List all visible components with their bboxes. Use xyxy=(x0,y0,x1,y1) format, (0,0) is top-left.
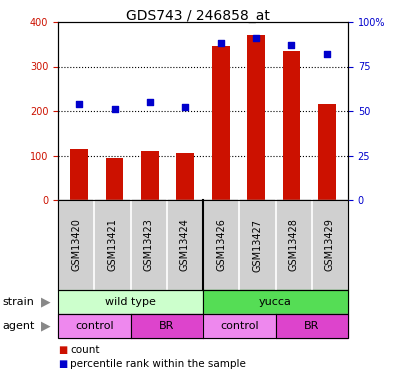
Text: strain: strain xyxy=(2,297,34,307)
Text: agent: agent xyxy=(2,321,34,331)
Text: ▶: ▶ xyxy=(41,296,50,309)
Text: GSM13426: GSM13426 xyxy=(216,219,226,272)
Text: yucca: yucca xyxy=(259,297,292,307)
Text: count: count xyxy=(70,345,100,355)
Text: GSM13420: GSM13420 xyxy=(71,219,81,272)
Bar xyxy=(247,35,265,200)
Point xyxy=(324,51,330,57)
Text: ■: ■ xyxy=(58,345,67,355)
Point xyxy=(288,42,295,48)
Text: GSM13429: GSM13429 xyxy=(325,219,335,272)
Point xyxy=(147,99,153,105)
Text: control: control xyxy=(220,321,259,331)
Point xyxy=(76,101,83,107)
Bar xyxy=(282,51,300,200)
Text: GSM13428: GSM13428 xyxy=(289,219,299,272)
Text: ■: ■ xyxy=(58,359,67,369)
Bar xyxy=(318,104,336,200)
Text: percentile rank within the sample: percentile rank within the sample xyxy=(70,359,246,369)
Text: GDS743 / 246858_at: GDS743 / 246858_at xyxy=(126,9,269,23)
Text: ▶: ▶ xyxy=(41,320,50,333)
Point xyxy=(253,35,259,41)
Text: GSM13427: GSM13427 xyxy=(252,219,262,272)
Bar xyxy=(106,158,123,200)
Bar xyxy=(70,149,88,200)
Text: BR: BR xyxy=(159,321,175,331)
Text: GSM13421: GSM13421 xyxy=(107,219,117,272)
Text: control: control xyxy=(75,321,114,331)
Bar xyxy=(141,151,159,200)
Text: BR: BR xyxy=(304,321,320,331)
Point xyxy=(111,106,118,112)
Text: GSM13424: GSM13424 xyxy=(180,219,190,272)
Point xyxy=(218,40,224,46)
Text: wild type: wild type xyxy=(105,297,156,307)
Bar xyxy=(212,46,229,200)
Point xyxy=(182,105,188,111)
Bar xyxy=(177,153,194,200)
Text: GSM13423: GSM13423 xyxy=(144,219,154,272)
